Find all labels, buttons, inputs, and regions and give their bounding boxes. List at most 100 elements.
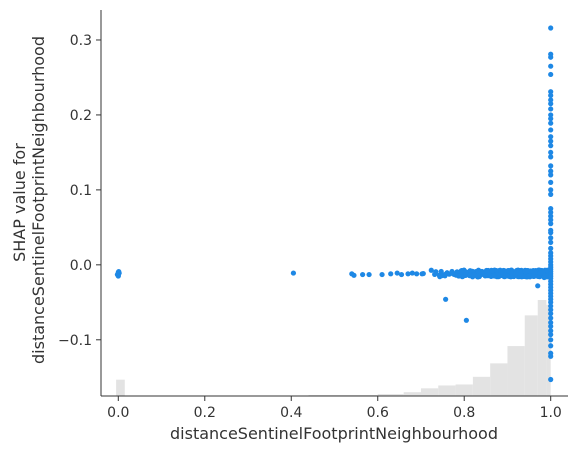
scatter-point <box>548 303 554 309</box>
scatter-point <box>548 92 554 99</box>
histogram-bar <box>438 385 456 396</box>
scatter-point <box>360 271 366 278</box>
scatter-point <box>483 267 490 274</box>
scatter-point <box>548 112 554 118</box>
scatter-point <box>443 296 449 302</box>
scatter-point <box>548 127 554 133</box>
scatter-point <box>548 179 554 185</box>
scatter-point <box>526 273 532 279</box>
scatter-point <box>548 315 554 321</box>
scatter-point <box>548 217 554 223</box>
scatter-point <box>414 271 420 277</box>
x-tick-label: 0.2 <box>194 405 216 421</box>
scatter-point <box>548 328 554 334</box>
scatter-point <box>548 97 554 103</box>
scatter-point <box>512 271 518 277</box>
scatter-point <box>548 307 554 313</box>
y-tick-label: −0.1 <box>58 333 92 349</box>
scatter-point <box>478 269 484 275</box>
scatter-point <box>548 191 554 197</box>
scatter-point <box>548 235 554 241</box>
y-tick-label: 0.0 <box>70 258 92 274</box>
scatter-point <box>449 268 455 275</box>
scatter-point <box>491 273 497 279</box>
histogram-bar <box>546 304 551 396</box>
scatter-point <box>433 269 439 275</box>
y-axis-label-line-2: distanceSentinelFootprintNeighbourhood <box>29 36 48 364</box>
scatter-point <box>405 271 411 277</box>
x-tick-label: 1.0 <box>540 405 562 421</box>
scatter-point <box>548 230 554 236</box>
scatter-point <box>428 267 434 273</box>
scatter-point <box>535 283 541 289</box>
scatter-point <box>548 163 554 169</box>
scatter-point <box>548 143 554 149</box>
scatter-point <box>419 271 425 277</box>
scatter-point <box>518 271 524 278</box>
scatter-point <box>548 116 554 122</box>
scatter-point <box>548 299 554 305</box>
scatter-point <box>548 101 554 107</box>
histogram-bar <box>455 384 473 396</box>
scatter-point <box>463 317 469 323</box>
x-tick-label: 0.4 <box>280 405 302 421</box>
scatter-point <box>471 272 477 278</box>
scatter-point <box>548 71 554 78</box>
scatter-point <box>548 331 554 338</box>
scatter-point <box>548 310 554 317</box>
histogram-bar <box>377 394 404 396</box>
scatter-point <box>489 267 495 274</box>
scatter-point <box>548 213 554 219</box>
histogram-bar <box>420 388 439 396</box>
scatter-point <box>548 353 554 359</box>
points-layer <box>114 25 554 383</box>
scatter-point <box>548 134 554 140</box>
scatter-point <box>388 271 394 277</box>
scatter-point <box>351 272 357 278</box>
histogram-bar <box>403 392 421 396</box>
y-tick-label: 0.1 <box>70 183 92 199</box>
scatter-point <box>537 270 543 276</box>
histogram-bar <box>524 315 538 396</box>
scatter-point <box>522 269 529 275</box>
y-tick-label: 0.3 <box>70 33 92 49</box>
scatter-point <box>115 273 121 279</box>
histogram-layer <box>116 300 551 396</box>
x-tick-label: 0.6 <box>367 405 389 421</box>
scatter-point <box>467 273 473 279</box>
scatter-point <box>548 138 554 144</box>
scatter-point <box>475 272 481 279</box>
scatter-point <box>504 273 510 279</box>
scatter-point <box>409 270 415 276</box>
scatter-point <box>398 271 405 278</box>
scatter-point <box>548 319 554 326</box>
x-tick-label: 0.8 <box>453 405 475 421</box>
scatter-point <box>548 89 554 95</box>
scatter-point <box>437 274 443 280</box>
x-tick-label: 0.0 <box>107 405 129 421</box>
scatter-point <box>548 337 554 343</box>
scatter-point <box>442 271 448 278</box>
scatter-point <box>548 245 554 251</box>
scatter-point <box>498 271 504 277</box>
scatter-point <box>548 120 554 126</box>
scatter-point <box>548 239 554 245</box>
scatter-point <box>548 323 554 329</box>
scatter-point <box>548 154 554 160</box>
scatter-point <box>531 269 538 275</box>
scatter-point <box>394 270 400 276</box>
histogram-bar <box>490 363 508 396</box>
y-axis-label-line-1: SHAP value for <box>10 143 29 262</box>
scatter-point <box>548 25 554 31</box>
scatter-point <box>505 268 511 274</box>
x-axis-label: distanceSentinelFootprintNeighbourhood <box>170 424 498 443</box>
x-ticks: 0.0 0.2 0.4 0.6 0.8 1.0 <box>107 396 562 421</box>
scatter-point <box>548 376 554 383</box>
scatter-point <box>541 274 547 281</box>
scatter-point <box>548 209 554 215</box>
y-tick-label: 0.2 <box>70 108 92 124</box>
scatter-point <box>116 268 122 275</box>
scatter-point <box>548 63 554 69</box>
scatter-point <box>548 172 554 178</box>
